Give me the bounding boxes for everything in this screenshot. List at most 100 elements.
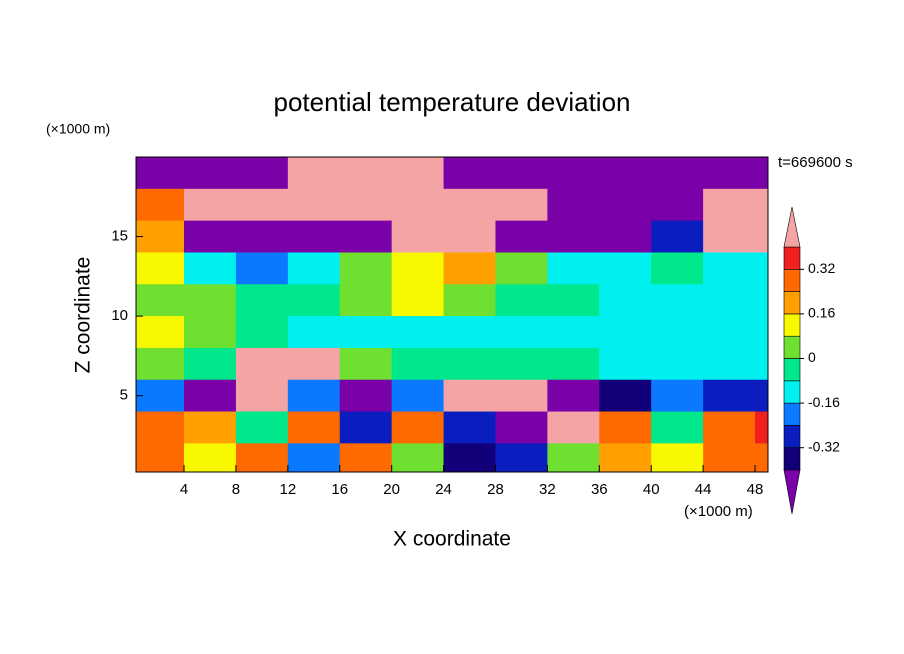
field-cell: [391, 316, 445, 349]
field-cell: [184, 411, 237, 444]
field-cell: [287, 379, 341, 413]
field-cell: [599, 188, 652, 222]
field-cell: [703, 220, 756, 253]
field-cell: [703, 188, 756, 222]
field-cell: [235, 379, 289, 413]
field-cell: [287, 188, 341, 222]
field-cell: [443, 443, 496, 472]
field-cell: [339, 252, 393, 285]
field-cell: [391, 188, 445, 222]
field-cell: [547, 316, 600, 349]
field-cell: [235, 443, 289, 472]
field-cell: [443, 284, 496, 317]
field-cell: [495, 316, 548, 349]
x-tick-label: 40: [643, 481, 660, 498]
field-cell: [443, 411, 496, 444]
chart-title: potential temperature deviation: [273, 87, 630, 117]
field-cell: [547, 252, 600, 285]
field-cell: [651, 220, 704, 253]
field-cell: [651, 316, 704, 349]
field-cell: [235, 220, 289, 253]
field-cell: [443, 252, 496, 285]
field-cell: [391, 347, 445, 381]
field-cell: [443, 188, 496, 222]
field-cell: [547, 411, 600, 444]
field-cell: [287, 347, 341, 381]
field-cell: [136, 347, 185, 381]
field-cell: [443, 316, 496, 349]
field-cell: [651, 188, 704, 222]
field-cell: [339, 443, 393, 472]
field-cell: [755, 252, 768, 285]
field-cell: [184, 284, 237, 317]
field-cell: [651, 252, 704, 285]
field-cell: [443, 379, 496, 413]
x-tick-label: 48: [747, 481, 764, 498]
field-cell: [287, 220, 341, 253]
field-cell: [287, 284, 341, 317]
field-cell: [495, 220, 548, 253]
field-cell: [703, 157, 756, 190]
field-cell: [495, 252, 548, 285]
field-cell: [651, 443, 704, 472]
field-cell: [339, 188, 393, 222]
x-axis-label: X coordinate: [393, 528, 511, 551]
field-cell: [703, 379, 756, 413]
field-cell: [651, 157, 704, 190]
field-cell: [703, 252, 756, 285]
field-cell: [547, 347, 600, 381]
field-cell: [599, 347, 652, 381]
field-cell: [599, 316, 652, 349]
field-cell: [495, 157, 548, 190]
y-tick-label: 10: [111, 307, 128, 324]
field-cell: [651, 284, 704, 317]
colorbar-box: [783, 246, 801, 270]
colorbar-box: [783, 291, 801, 315]
field-cell: [599, 411, 652, 444]
colorbar-label: 0.16: [808, 305, 835, 321]
plot-frame: [135, 156, 769, 473]
field-cell: [651, 347, 704, 381]
field-cell: [495, 443, 548, 472]
colorbar-top: [783, 206, 801, 248]
x-tick-label: 20: [383, 481, 400, 498]
field-cell: [391, 220, 445, 253]
x-tick-label: 4: [180, 481, 188, 498]
colorbar-box: [783, 380, 801, 404]
field-cell: [391, 443, 445, 472]
field-cell: [136, 284, 185, 317]
field-cell: [339, 411, 393, 444]
field-cell: [235, 284, 289, 317]
x-unit: (×1000 m): [684, 503, 753, 520]
field-cell: [136, 443, 185, 472]
field-cell: [547, 284, 600, 317]
field-cell: [547, 220, 600, 253]
field-cell: [184, 316, 237, 349]
x-tick-label: 16: [331, 481, 348, 498]
colorbar-box: [783, 402, 801, 426]
field-cell: [136, 252, 185, 285]
field-cell: [339, 316, 393, 349]
colorbar-box: [783, 313, 801, 337]
field-cell: [703, 284, 756, 317]
field-cell: [136, 157, 185, 190]
field-cell: [443, 220, 496, 253]
field-cell: [136, 411, 185, 444]
field-cell: [287, 252, 341, 285]
x-tick-label: 36: [591, 481, 608, 498]
field-cell: [136, 379, 185, 413]
field-cell: [495, 284, 548, 317]
field-cell: [547, 379, 600, 413]
field-cell: [755, 443, 768, 472]
field-cell: [703, 411, 756, 444]
x-tick-label: 8: [232, 481, 240, 498]
field-cell: [755, 284, 768, 317]
field-cell: [547, 443, 600, 472]
field-cell: [136, 316, 185, 349]
field-cell: [651, 411, 704, 444]
field-cell: [599, 379, 652, 413]
y-unit: (×1000 m): [46, 121, 110, 137]
field-cell: [136, 188, 185, 222]
